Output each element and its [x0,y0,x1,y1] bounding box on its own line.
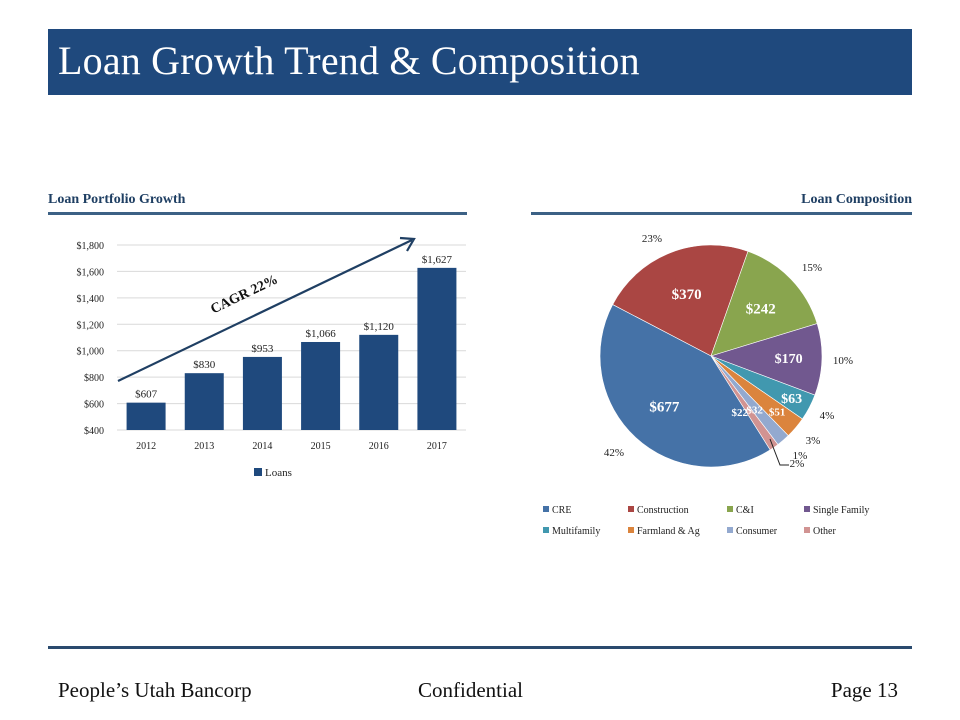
x-tick-label: 2015 [311,441,331,452]
legend-swatch [804,527,810,533]
left-section-rule [48,212,467,215]
bar-2014 [242,356,282,430]
bar-2015 [301,341,341,430]
x-tick-label: 2016 [369,441,389,452]
y-tick-label: $1,200 [77,320,105,331]
page-title: Loan Growth Trend & Composition [58,38,640,83]
pie-value-label: $370 [672,287,702,303]
y-tick-label: $1,000 [77,347,105,358]
bar-2017 [417,267,457,430]
pie-value-label: $63 [781,392,802,407]
bar-data-label: $607 [135,389,158,401]
legend-label: Other [813,526,836,537]
pie-slice-cre [599,304,771,468]
pie-percent-label: 4% [820,410,835,422]
footer-confidential: Confidential [418,678,523,702]
legend-label: Single Family [813,505,869,516]
pie-value-label: $32 [746,404,763,416]
bar-data-label: $1,627 [422,254,453,266]
legend-swatch-loans [254,468,262,476]
pie-percent-label: 15% [802,262,822,274]
legend-swatch [628,527,634,533]
loan-composition-heading: Loan Composition [801,192,912,207]
legend-swatch [804,506,810,512]
legend-swatch [543,527,549,533]
bar-data-label: $953 [251,343,274,355]
pie-value-label: $22 [731,407,748,419]
pie-value-label: $170 [775,352,803,367]
legend-swatch [727,527,733,533]
legend-label: Multifamily [552,526,600,537]
legend-label: Construction [637,505,689,516]
pie-percent-label: 23% [642,233,662,245]
bar-data-label: $1,120 [364,321,395,333]
x-tick-label: 2013 [194,441,214,452]
loan-portfolio-growth-heading: Loan Portfolio Growth [48,192,186,207]
legend-label: CRE [552,505,571,516]
pie-percent-label: 42% [604,447,624,459]
footer-company: People’s Utah Bancorp [58,678,252,702]
pie-slice-single-family [710,323,823,396]
footer-page-number: Page 13 [830,678,898,702]
y-tick-label: $600 [84,400,104,411]
legend-swatch [628,506,634,512]
y-tick-label: $1,400 [77,294,105,305]
legend-label: C&I [736,505,754,516]
pie-value-label: $51 [769,407,786,419]
bar-data-label: $1,066 [305,328,336,340]
cagr-arrow-head [399,236,416,252]
legend-swatch [543,506,549,512]
cagr-arrow-line [117,239,413,382]
pie-percent-label: 2% [790,458,805,470]
y-tick-label: $400 [84,426,104,437]
pie-value-label: $242 [746,301,776,317]
pie-percent-label: 10% [833,355,853,367]
y-tick-label: $800 [84,373,104,384]
y-tick-label: $1,600 [77,267,105,278]
pie-slice-c-i [710,250,818,357]
x-tick-label: 2017 [427,441,447,452]
legend-label-loans: Loans [265,467,292,479]
right-section-rule [531,212,912,215]
pie-slice-construction [612,244,749,357]
pie-percent-label: 1% [793,450,808,462]
y-tick-label: $1,800 [77,241,105,252]
bar-2016 [359,334,399,430]
x-tick-label: 2014 [252,441,272,452]
leader-line-other [769,438,789,466]
pie-value-label: $677 [649,400,680,416]
bar-2012 [126,402,166,430]
legend-label: Consumer [736,526,778,537]
bar-data-label: $830 [193,359,216,371]
bar-2013 [184,373,224,430]
footer-rule [48,646,912,649]
x-tick-label: 2012 [136,441,156,452]
title-bar: Loan Growth Trend & Composition [48,29,912,95]
pie-percent-label: 3% [806,435,821,447]
legend-label: Farmland & Ag [637,526,700,537]
bar-legend: Loans [254,467,292,479]
legend-swatch [727,506,733,512]
